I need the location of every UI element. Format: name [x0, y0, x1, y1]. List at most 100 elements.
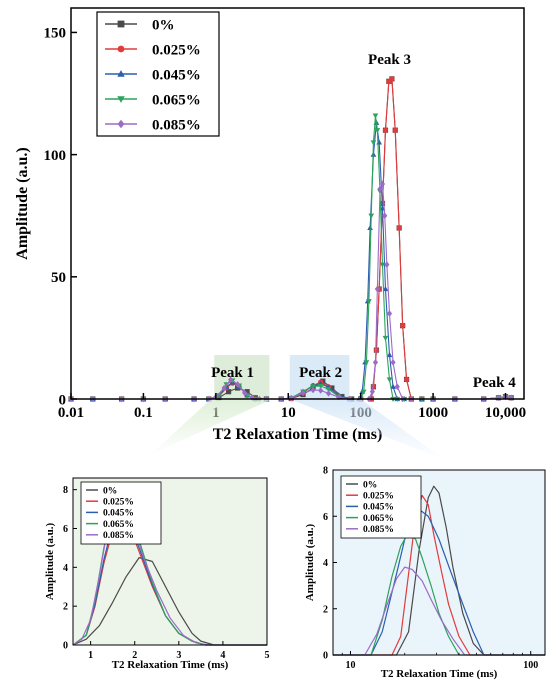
data-point: [382, 335, 389, 341]
legend-label: 0.045%: [103, 509, 134, 519]
data-point: [379, 262, 386, 268]
series-line: [333, 485, 545, 656]
data-point: [373, 347, 380, 353]
data-point: [390, 359, 396, 366]
data-point: [389, 76, 395, 82]
y-axis-title: Amplitude (a.u.): [44, 523, 56, 601]
x-tick-label: 3: [176, 650, 181, 661]
data-point: [360, 389, 367, 395]
series-line: [333, 508, 545, 656]
legend-entry: 0.065%: [346, 514, 394, 524]
x-tick-label: 4: [220, 650, 225, 661]
legend-marker: [117, 96, 125, 103]
data-point: [317, 383, 324, 390]
data-point: [363, 360, 370, 366]
data-point: [386, 377, 393, 383]
series-line: [333, 494, 545, 656]
data-point: [394, 383, 400, 391]
peak-label: Peak 1: [211, 365, 254, 381]
y-tick-label: 50: [51, 270, 66, 286]
legend-label: 0%: [152, 17, 175, 33]
data-point: [400, 323, 406, 329]
data-point: [386, 352, 393, 358]
legend-marker: [117, 119, 125, 129]
y-tick-label: 6: [63, 524, 68, 535]
data-point: [376, 139, 383, 145]
series-5: [333, 566, 545, 656]
data-point: [384, 261, 390, 268]
y-tick-label: 4: [323, 558, 328, 569]
x-tick-label: 0.1: [134, 405, 153, 421]
legend-label: 0%: [363, 480, 377, 490]
data-point: [325, 387, 332, 393]
legend-label: 0.065%: [363, 514, 394, 524]
data-point: [221, 384, 227, 392]
y-tick-label: 6: [323, 512, 328, 523]
legend-entry: 0.045%: [346, 503, 394, 513]
y-tick-label: 0: [63, 641, 68, 652]
legend-label: 0.065%: [152, 92, 201, 108]
x-tick-label: 5: [265, 650, 270, 661]
peak-label: Peak 3: [368, 52, 411, 68]
x-tick-label: 1000: [418, 405, 448, 421]
y-tick-label: 0: [323, 651, 328, 662]
legend: 0% 0.025%0.045%0.065%0.085%: [80, 481, 162, 545]
legend-entry: 0.065%: [105, 92, 201, 108]
x-tick-label: 100: [523, 660, 538, 671]
legend-entry: 0.085%: [86, 531, 134, 541]
legend-label: 0.085%: [152, 117, 201, 133]
zoom-connectors: [150, 400, 445, 460]
legend-label: 0.085%: [103, 531, 134, 541]
data-point: [300, 389, 306, 397]
plot-frame: [72, 477, 268, 646]
data-point: [366, 299, 372, 305]
inset-chart-peak-2: 10 100 0 2 4 6 8 T2 Relaxation Time (ms) Amplitu…: [304, 466, 546, 680]
x-tick-label: 10: [345, 660, 355, 671]
legend-label: 0%: [103, 486, 117, 496]
legend-entry: 0.045%: [86, 509, 134, 519]
zoom-connector-peak-2: [292, 400, 445, 460]
data-point: [386, 310, 393, 317]
legend-entry: 0%: [105, 17, 175, 33]
data-point: [225, 389, 232, 395]
legend-entry: 0.085%: [346, 525, 394, 535]
data-point: [228, 376, 234, 383]
data-point: [372, 359, 379, 366]
data-point: [242, 389, 248, 397]
series-3: [333, 508, 545, 656]
peak-label: Peak 2: [299, 365, 342, 381]
legend-label: 0.045%: [363, 503, 394, 513]
data-point: [310, 386, 316, 394]
data-point: [244, 389, 250, 395]
zoom-connector-peak-1: [150, 400, 270, 455]
data-point: [403, 376, 410, 383]
x-tick-label: 1: [88, 650, 93, 661]
y-tick-label: 2: [63, 602, 68, 613]
data-point: [367, 224, 373, 231]
legend-marker: [117, 70, 125, 77]
data-point: [235, 381, 241, 388]
legend-label: 0.025%: [152, 42, 201, 58]
y-tick-label: 100: [44, 148, 67, 164]
data-point: [368, 213, 375, 219]
legend-entry: 0.045%: [105, 67, 201, 83]
x-axis-title: T2 Relaxation Time (ms): [213, 426, 383, 443]
x-tick-label: 2: [132, 650, 137, 661]
inset-chart-peak-1: 1 2 3 4 5 0 2 4 6 8 T2 Relaxation Time (ms) Amplitu…: [44, 477, 270, 671]
data-point: [396, 225, 402, 231]
series-2: [333, 494, 545, 656]
y-tick-label: 8: [63, 485, 68, 496]
x-tick-label: 0.01: [58, 405, 84, 421]
data-point: [318, 387, 324, 394]
legend-label: 0.025%: [363, 492, 394, 502]
data-point: [369, 388, 375, 395]
data-point: [325, 390, 332, 397]
legend-entry: 0.025%: [105, 42, 201, 58]
data-point: [382, 212, 388, 219]
y-tick-label: 2: [323, 604, 328, 615]
y-tick-label: 4: [63, 563, 68, 574]
legend-entry: 0.085%: [105, 117, 201, 133]
data-point: [374, 128, 381, 134]
